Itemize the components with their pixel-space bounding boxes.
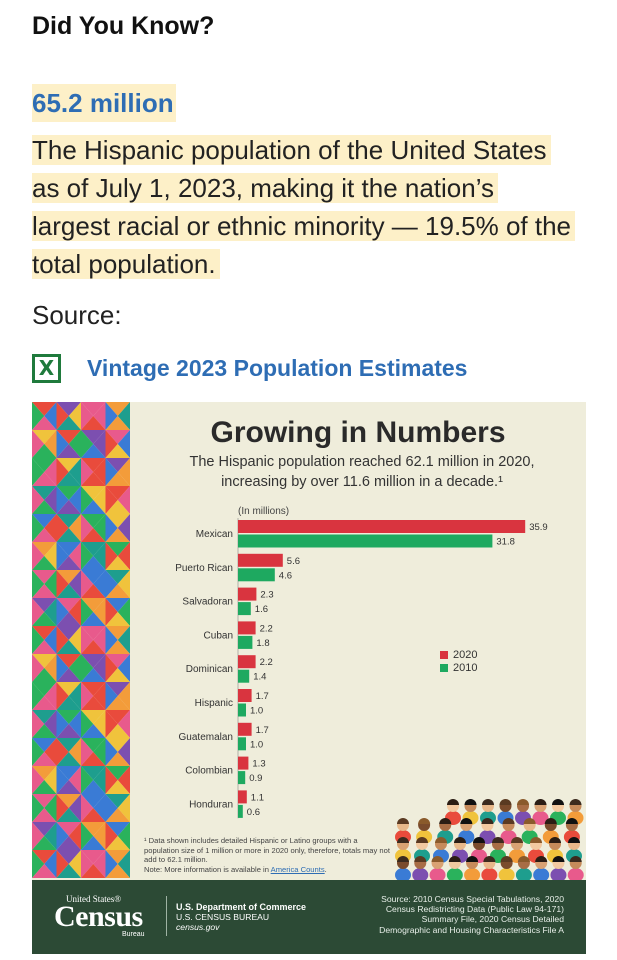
data-label-2010: 1.4 [253, 672, 266, 683]
category-label: Salvadoran [182, 597, 233, 608]
category-label: Guatemalan [179, 732, 233, 743]
bar-2010 [238, 635, 253, 649]
data-label-2010: 1.0 [250, 706, 263, 717]
source-label: Source: [32, 300, 122, 330]
data-label-2020: 2.3 [260, 590, 273, 601]
category-label: Dominican [186, 664, 233, 675]
triangle-pattern-decoration [32, 402, 130, 878]
stat-description: The Hispanic population of the United St… [32, 131, 576, 283]
footer-source-text: Source: 2010 Census Special Tabulations,… [379, 894, 564, 935]
bar-2020 [238, 587, 257, 601]
population-bar-chart: Mexican 35.9 31.8 Puerto Rican 5.6 4.6 Salvado… [175, 518, 548, 819]
legend-label-2020: 2020 [453, 648, 478, 661]
legend-label-2010: 2010 [453, 661, 478, 674]
data-label-2020: 1.7 [256, 725, 269, 736]
bar-2020 [238, 790, 247, 804]
bar-2020 [238, 520, 526, 533]
source-link-row[interactable]: X Vintage 2023 Population Estimates [32, 352, 467, 384]
footer-divider [166, 896, 167, 936]
bar-2010 [238, 703, 246, 717]
data-label-2010: 1.6 [255, 604, 268, 615]
footnote-text: ¹ Data shown includes detailed Hispanic … [144, 836, 390, 865]
infographic-subtitle: The Hispanic population reached 62.1 mil… [189, 454, 535, 490]
footnote-note: Note: More information is available in [144, 864, 269, 874]
bar-2020 [238, 722, 252, 736]
bar-2010 [238, 568, 275, 582]
source-link[interactable]: Vintage 2023 Population Estimates [87, 354, 468, 381]
category-label: Hispanic [195, 698, 233, 709]
data-label-2020: 1.7 [256, 691, 269, 702]
chart-legend: 2020 2010 [440, 648, 477, 674]
data-label-2010: 4.6 [279, 570, 292, 581]
data-label-2010: 1.8 [256, 638, 269, 649]
bar-2010 [238, 669, 250, 683]
growing-in-numbers-infographic: Growing in Numbers The Hispanic populati… [32, 402, 586, 954]
census-bureau-logo: United States® Census Bureau [54, 894, 145, 938]
bar-2010 [238, 602, 251, 616]
did-you-know-heading: Did You Know? [32, 12, 215, 40]
crowd-illustration [395, 799, 584, 880]
infographic-title: Growing in Numbers [210, 416, 506, 449]
excel-file-icon[interactable]: X [32, 353, 61, 383]
category-label: Cuban [204, 630, 233, 641]
data-label-2010: 1.0 [250, 739, 263, 750]
stat-value: 65.2 million [32, 84, 176, 122]
america-counts-link[interactable]: America Counts [270, 864, 325, 874]
legend-swatch-2010 [440, 663, 448, 672]
data-label-2010: 31.8 [496, 537, 515, 548]
category-label: Puerto Rican [175, 563, 233, 574]
bar-2020 [238, 553, 283, 567]
bar-2010 [238, 737, 246, 751]
data-label-2010: 0.6 [247, 807, 260, 818]
bar-2020 [238, 689, 252, 702]
bar-2020 [238, 756, 249, 770]
chart-units-label: (In millions) [238, 506, 290, 517]
category-label: Honduran [189, 799, 233, 810]
data-label-2020: 2.2 [260, 623, 273, 634]
data-label-2010: 0.9 [249, 773, 262, 784]
department-info: U.S. Department of Commerce U.S. CENSUS … [176, 902, 307, 932]
bar-2010 [238, 534, 493, 548]
bar-2010 [238, 804, 243, 818]
bar-2010 [238, 771, 246, 785]
infographic-footer: United States® Census Bureau U.S. Depart… [32, 880, 586, 954]
data-label-2020: 2.2 [260, 657, 273, 668]
data-label-2020: 1.1 [251, 792, 264, 803]
category-label: Mexican [196, 529, 233, 540]
bar-2020 [238, 655, 256, 669]
data-label-2020: 1.3 [252, 759, 265, 770]
legend-item-2020: 2020 [440, 648, 477, 661]
bar-2020 [238, 621, 256, 635]
data-label-2020: 35.9 [529, 522, 548, 533]
legend-swatch-2020 [440, 650, 448, 659]
data-label-2020: 5.6 [287, 556, 300, 567]
footnote: ¹ Data shown includes detailed Hispanic … [144, 836, 390, 874]
category-label: Colombian [185, 766, 233, 777]
legend-item-2010: 2010 [440, 661, 477, 674]
